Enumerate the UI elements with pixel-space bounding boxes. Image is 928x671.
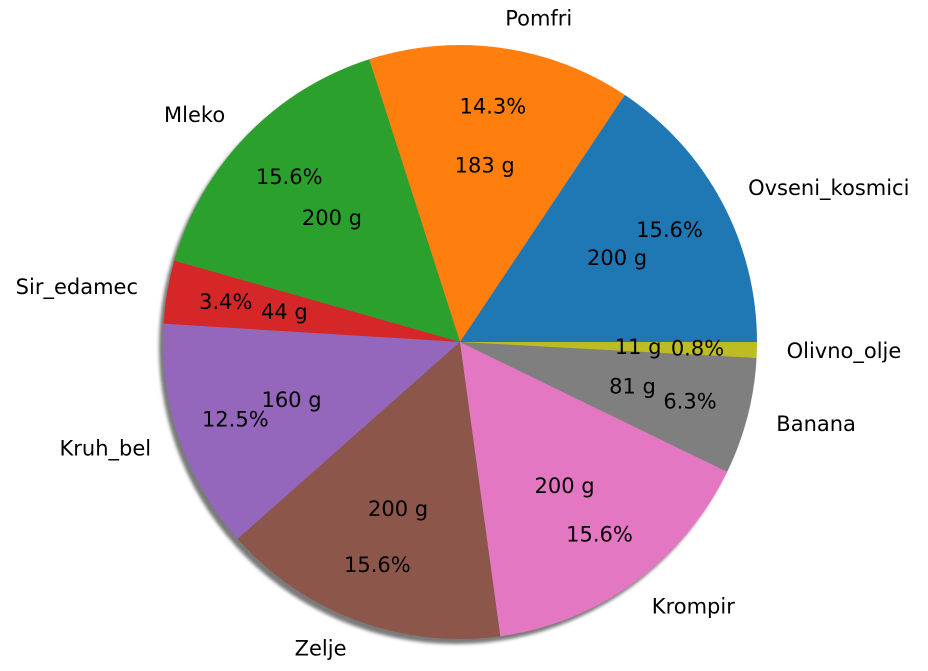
category-label-pomfri: Pomfri: [505, 6, 572, 30]
pie-slice-olivno-olje: [460, 342, 757, 359]
value-label-banana: 81 g: [609, 375, 656, 399]
pie-slice-krompir: [460, 342, 728, 637]
percent-label-pomfri: 14.3%: [460, 95, 527, 119]
category-label-mleko: Mleko: [164, 103, 225, 127]
value-label-olivno-olje: 11 g: [615, 335, 662, 359]
value-label-sir-edamec: 44 g: [261, 300, 308, 324]
pie-slice-pomfri: [369, 44, 625, 343]
category-label-sir-edamec: Sir_edamec: [16, 275, 138, 300]
pie-slice-ovseni-kosmici: [460, 94, 757, 343]
value-label-mleko: 200 g: [302, 206, 362, 230]
percent-label-kruh-bel: 12.5%: [202, 407, 269, 431]
pie-slice-sir-edamec: [163, 260, 460, 342]
category-label-banana: Banana: [776, 412, 856, 436]
percent-label-krompir: 15.6%: [566, 522, 633, 546]
percent-label-zelje: 15.6%: [344, 553, 411, 577]
percent-label-sir-edamec: 3.4%: [199, 290, 252, 314]
category-label-zelje: Zelje: [295, 636, 347, 660]
pie-slice-banana: [460, 342, 757, 472]
category-label-kruh-bel: Kruh_bel: [59, 436, 151, 461]
percent-label-mleko: 15.6%: [256, 165, 323, 189]
category-label-ovseni-kosmici: Ovseni_kosmici: [748, 176, 909, 201]
value-label-krompir: 200 g: [535, 474, 595, 498]
value-label-zelje: 200 g: [368, 497, 428, 521]
value-label-kruh-bel: 160 g: [261, 388, 321, 412]
pie-slice-zelje: [237, 342, 501, 639]
category-label-krompir: Krompir: [652, 594, 735, 618]
pie-slices: [163, 44, 757, 639]
pie-slice-kruh-bel: [163, 323, 460, 539]
pie-slice-mleko: [174, 59, 460, 342]
percent-label-banana: 6.3%: [663, 390, 716, 414]
percent-label-ovseni-kosmici: 15.6%: [636, 218, 703, 242]
category-label-olivno-olje: Olivno_olje: [787, 339, 902, 364]
value-label-ovseni-kosmici: 200 g: [587, 246, 647, 270]
value-label-pomfri: 183 g: [455, 154, 515, 178]
percent-label-olivno-olje: 0.8%: [671, 336, 724, 360]
pie-labels: Ovseni_kosmici 15.6% 200 g Pomfri 14.3% 183 g…: [16, 6, 910, 660]
